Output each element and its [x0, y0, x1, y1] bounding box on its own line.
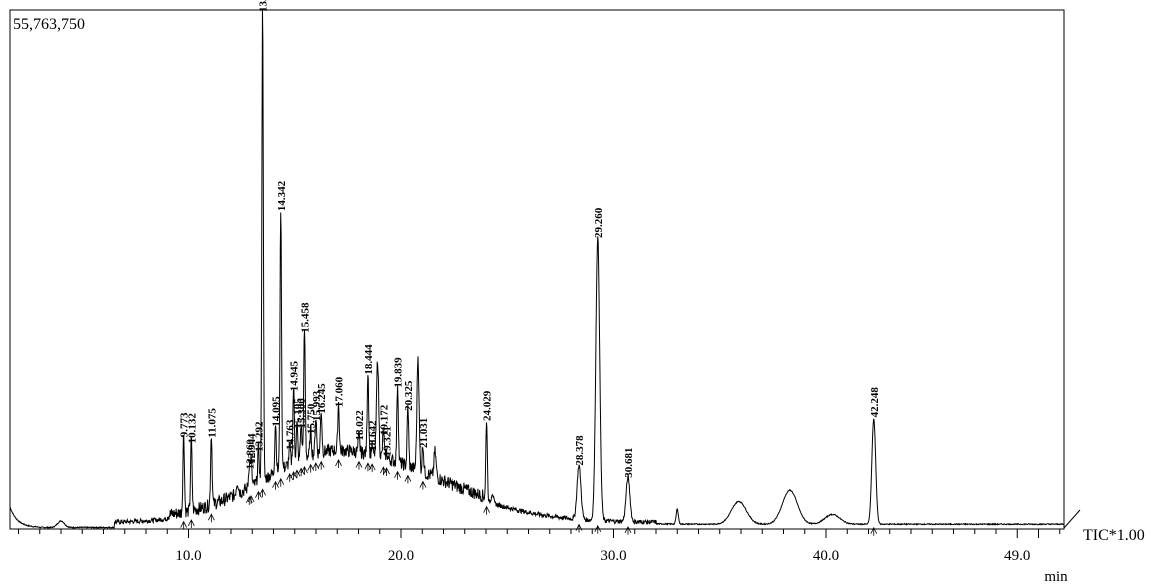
- peak-marker: [335, 459, 342, 468]
- peak-marker: [317, 460, 325, 470]
- peak-label: 15.750: [306, 403, 318, 434]
- peak-label: 18.444: [363, 344, 375, 375]
- trace-label-leader: [1063, 509, 1081, 529]
- peak-label: 13.487: [258, 0, 270, 12]
- peak-marker: [180, 520, 188, 530]
- peak-label: 15.458: [299, 302, 311, 333]
- peak-marker: [247, 494, 255, 504]
- peak-label: 18.642: [367, 420, 379, 451]
- peak-marker: [870, 526, 878, 536]
- peak-label: 14.342: [276, 180, 288, 211]
- peak-label: 19.172: [378, 404, 390, 435]
- x-axis-ticks: [18, 529, 1061, 538]
- peak-marker: [290, 470, 297, 480]
- peak-label: 14.095: [271, 396, 283, 427]
- trace-label: TIC*1.00: [1083, 527, 1145, 544]
- peak-marker: [383, 467, 390, 477]
- x-tick-label: 30.0: [600, 548, 626, 564]
- peak-marker: [419, 480, 427, 490]
- x-tick-label: 10.0: [175, 548, 201, 564]
- peak-marker: [301, 466, 308, 475]
- peak-marker: [255, 490, 262, 500]
- peak-marker: [259, 488, 266, 498]
- peak-label: 17.060: [334, 376, 346, 407]
- x-tick-label: 49.0: [1004, 548, 1030, 564]
- peak-marker: [394, 470, 401, 480]
- peak-label: 15.300: [296, 398, 308, 429]
- peak-label: 16.245: [316, 383, 328, 414]
- peak-marker: [207, 513, 215, 523]
- peak-label: 20.325: [403, 380, 415, 411]
- peak-label: 15.105: [292, 398, 304, 429]
- peak-label: 30.681: [623, 447, 635, 477]
- x-tick-label: 40.0: [813, 548, 839, 564]
- peak-marker: [575, 523, 583, 533]
- peak-marker: [624, 526, 632, 535]
- peak-marker: [364, 462, 372, 472]
- peak-label: 18.022: [354, 410, 366, 441]
- peak-label: 19.839: [393, 357, 405, 388]
- peak-label: 24.029: [482, 390, 494, 421]
- peak-label: 14.763: [285, 419, 297, 450]
- peak-marker: [293, 469, 301, 479]
- plot-frame: [9, 9, 1065, 530]
- peak-marker: [286, 472, 294, 482]
- peak-label: 19.321: [382, 426, 394, 456]
- tic-trace: [9, 9, 1064, 529]
- peak-label: 42.248: [869, 387, 881, 418]
- peak-label: 28.378: [574, 435, 586, 466]
- peak-label: 14.945: [289, 361, 301, 392]
- x-axis-tick-labels: 10.0 20.0 30.0 40.0 49.0: [175, 548, 1030, 564]
- x-tick-label: 20.0: [388, 548, 414, 564]
- peak-marker: [404, 474, 412, 484]
- peak-marker: [272, 480, 279, 490]
- peak-marker: [368, 463, 376, 473]
- peak-marker: [187, 519, 195, 528]
- peak-label: 21.031: [418, 418, 430, 448]
- peak-marker: [312, 462, 320, 472]
- peak-label: 12.860: [244, 439, 256, 470]
- peak-marker: [594, 524, 602, 534]
- peak-label: 29.260: [593, 207, 605, 238]
- peak-label: 9.773: [179, 412, 191, 437]
- peak-label: 11.075: [206, 408, 218, 438]
- peak-label: 10.132: [186, 413, 198, 444]
- peak-marker: [297, 467, 305, 477]
- max-intensity-label: 55,763,750: [13, 16, 85, 33]
- peak-label: 12.944: [246, 433, 258, 464]
- x-axis-unit-label: min: [1044, 569, 1068, 585]
- peak-label: 15.993: [311, 390, 323, 421]
- peak-label: 13.292: [253, 421, 265, 452]
- peak-marker: [483, 505, 490, 515]
- peak-marker: [277, 477, 285, 487]
- peak-marker: [355, 460, 363, 470]
- peak-markers: [180, 459, 878, 536]
